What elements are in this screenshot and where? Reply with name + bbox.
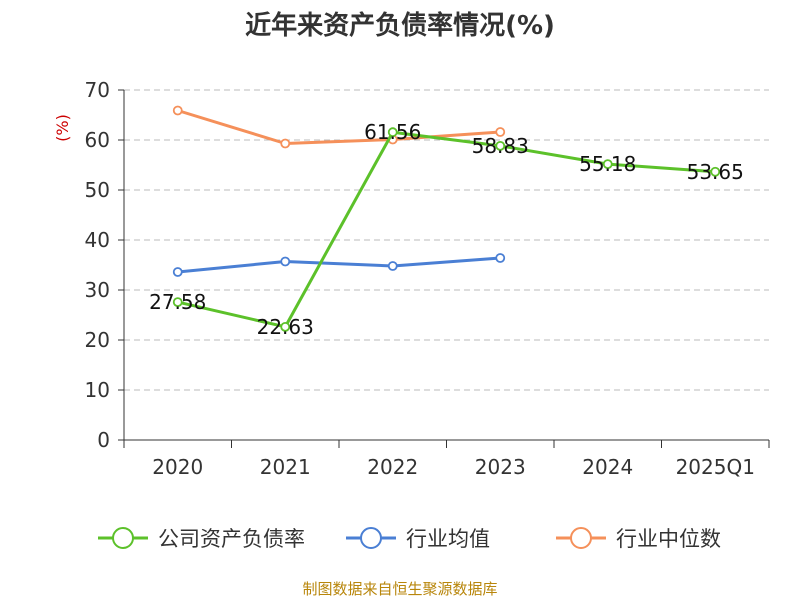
data-point	[495, 140, 506, 151]
data-point	[172, 297, 183, 308]
data-point	[387, 261, 398, 271]
data-point	[495, 127, 506, 137]
legend-label: 公司资产负债率	[158, 527, 305, 551]
data-label: 61.56	[364, 120, 421, 144]
data-labels: 27.58 22.63 61.56 58.83 55.18 53.65	[149, 120, 744, 339]
y-axis-ticks: 0 10 20 30 40 50 60 70	[85, 78, 124, 452]
data-point	[602, 159, 613, 170]
series-line-2	[177, 109, 501, 145]
x-tick-label: 2022	[367, 455, 418, 479]
y-tick-label: 0	[97, 428, 110, 452]
data-point	[280, 138, 291, 149]
y-tick-label: 20	[85, 328, 110, 352]
data-label: 27.58	[149, 290, 206, 314]
x-tick-label: 2024	[582, 455, 633, 479]
series-line-0	[177, 130, 716, 329]
y-tick-label: 10	[85, 378, 110, 402]
axes	[123, 90, 769, 441]
data-point	[710, 166, 721, 177]
data-point	[280, 256, 291, 267]
legend-marker	[112, 527, 134, 549]
data-point	[387, 127, 398, 138]
y-tick-label: 30	[85, 278, 110, 302]
y-tick-label: 50	[85, 178, 110, 202]
y-tick-label: 60	[85, 128, 110, 152]
legend-label: 行业中位数	[616, 527, 721, 551]
legend-marker	[570, 527, 592, 549]
y-tick-label: 40	[85, 228, 110, 252]
chart-title: 近年来资产负债率情况(%)	[245, 10, 555, 41]
legend-label: 行业均值	[406, 527, 490, 551]
data-point	[172, 267, 183, 277]
x-tick-label: 2023	[475, 455, 526, 479]
data-label: 58.83	[472, 134, 529, 158]
source-note: 制图数据来自恒生聚源数据库	[302, 580, 497, 598]
legend-marker	[360, 527, 382, 549]
data-point	[172, 105, 183, 116]
data-point	[495, 253, 506, 263]
data-point	[280, 321, 291, 332]
x-tick-label: 2025Q1	[676, 455, 755, 479]
data-label: 22.63	[257, 315, 314, 339]
series-line-1	[177, 256, 501, 274]
series-group	[172, 105, 721, 332]
x-tick-label: 2021	[260, 455, 311, 479]
data-label: 55.18	[579, 152, 636, 176]
x-axis-ticks: 2020 2021 2022 2023 2024 2025Q1	[123, 440, 770, 479]
y-tick-label: 70	[85, 78, 110, 102]
data-label: 53.65	[687, 160, 744, 184]
x-tick-label: 2020	[152, 455, 203, 479]
legend: 公司资产负债率 行业均值 行业中位数	[98, 527, 721, 551]
y-axis-unit: (%)	[53, 114, 72, 142]
